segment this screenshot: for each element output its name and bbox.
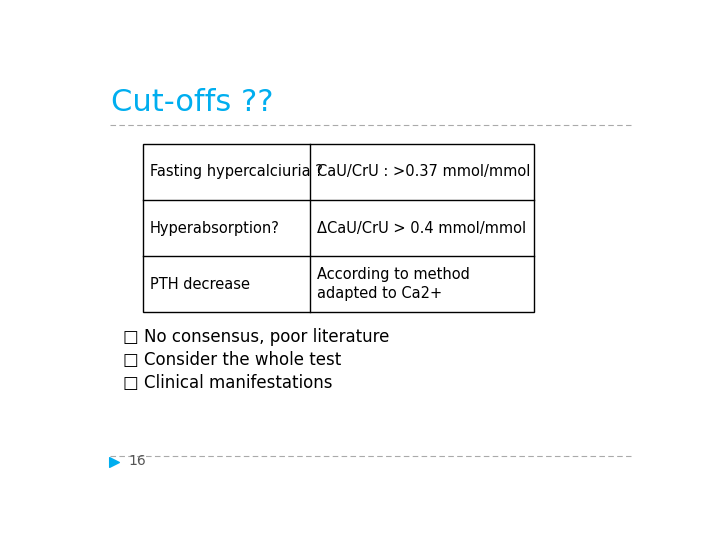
Text: 16: 16 xyxy=(128,454,145,468)
Text: Hyperabsorption?: Hyperabsorption? xyxy=(150,220,279,235)
Text: □ Clinical manifestations: □ Clinical manifestations xyxy=(124,374,333,392)
Text: PTH decrease: PTH decrease xyxy=(150,276,250,292)
Text: According to method
adapted to Ca2+: According to method adapted to Ca2+ xyxy=(317,267,470,301)
Text: □ No consensus, poor literature: □ No consensus, poor literature xyxy=(124,328,390,346)
Text: ΔCaU/CrU > 0.4 mmol/mmol: ΔCaU/CrU > 0.4 mmol/mmol xyxy=(317,220,526,235)
Text: CaU/CrU : >0.37 mmol/mmol: CaU/CrU : >0.37 mmol/mmol xyxy=(317,164,531,179)
Text: Fasting hypercalciuria ?: Fasting hypercalciuria ? xyxy=(150,164,323,179)
Bar xyxy=(143,144,534,312)
Text: Cut-offs ??: Cut-offs ?? xyxy=(111,87,274,117)
Text: □ Consider the whole test: □ Consider the whole test xyxy=(124,351,342,369)
